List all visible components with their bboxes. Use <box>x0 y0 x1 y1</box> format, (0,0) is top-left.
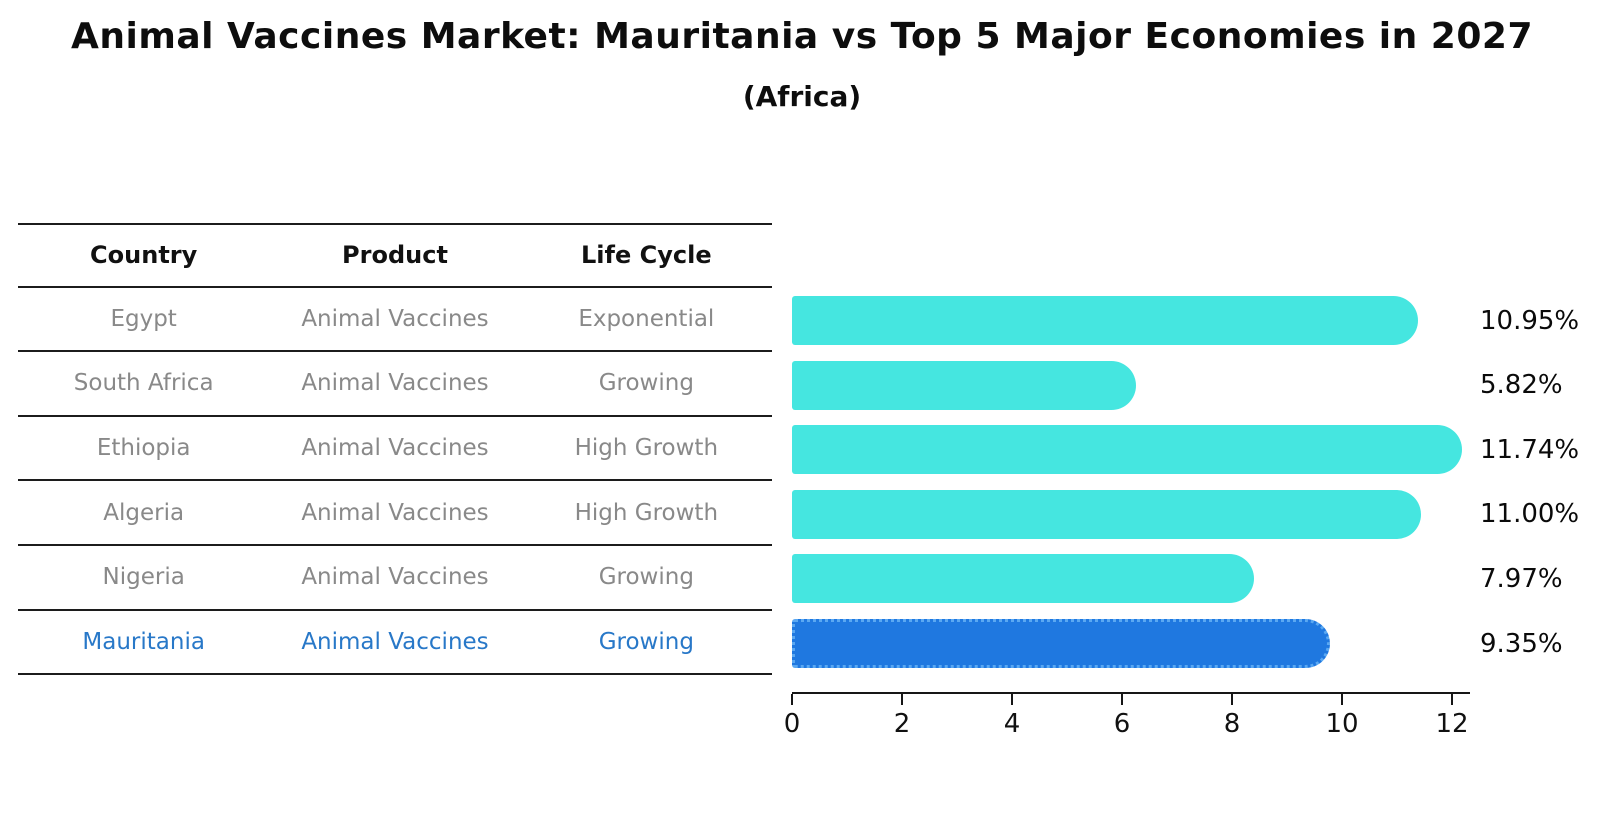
value-label-ethiopia: 11.74% <box>1480 434 1580 465</box>
x-tick-label: 4 <box>1003 709 1021 739</box>
cell-life-cycle: Growing <box>598 628 694 655</box>
table-row-algeria: Algeria Animal Vaccines High Growth <box>18 481 772 546</box>
x-tick-label: 0 <box>783 709 801 739</box>
x-axis-line <box>792 692 1470 694</box>
table-row-nigeria: Nigeria Animal Vaccines Growing <box>18 546 772 611</box>
bar-ethiopia <box>792 425 1462 475</box>
x-axis-tick <box>791 694 793 705</box>
bar-row-south-africa <box>792 360 1470 410</box>
cell-country: Nigeria <box>102 564 185 591</box>
table-row-ethiopia: Ethiopia Animal Vaccines High Growth <box>18 417 772 482</box>
cell-product: Animal Vaccines <box>301 564 489 591</box>
chart-subtitle: (Africa) <box>742 80 862 113</box>
bar-mauritania <box>792 619 1331 668</box>
table-row-egypt: Egypt Animal Vaccines Exponential <box>18 288 772 353</box>
x-tick-label: 8 <box>1223 709 1241 739</box>
x-axis-tick <box>1011 694 1013 705</box>
cell-life-cycle: Growing <box>598 370 694 397</box>
bar-nigeria <box>792 554 1255 604</box>
data-table: Country Product Life Cycle Egypt Animal … <box>18 223 772 676</box>
cell-country: Mauritania <box>82 628 205 655</box>
bar-algeria <box>792 489 1421 539</box>
value-label-algeria: 11.00% <box>1480 499 1580 530</box>
cell-country: Ethiopia <box>96 435 191 462</box>
cell-life-cycle: Exponential <box>578 305 715 332</box>
cell-product: Animal Vaccines <box>301 305 489 332</box>
table-row-south-africa: South Africa Animal Vaccines Growing <box>18 352 772 417</box>
x-axis-tick <box>901 694 903 705</box>
x-axis-tick <box>1231 694 1233 705</box>
value-label-south-africa: 5.82% <box>1480 370 1563 401</box>
cell-life-cycle: Growing <box>598 564 694 591</box>
cell-life-cycle: High Growth <box>574 435 719 462</box>
x-tick-label: 2 <box>893 709 911 739</box>
bar-row-algeria <box>792 489 1470 539</box>
value-label-nigeria: 7.97% <box>1480 563 1563 594</box>
x-axis-tick <box>1121 694 1123 705</box>
column-header-life-cycle: Life Cycle <box>581 241 712 270</box>
bar-egypt <box>792 296 1419 345</box>
cell-product: Animal Vaccines <box>301 499 489 526</box>
cell-country: South Africa <box>73 370 214 397</box>
cell-product: Animal Vaccines <box>301 435 489 462</box>
cell-country: Egypt <box>110 305 177 332</box>
cell-product: Animal Vaccines <box>301 370 489 397</box>
chart-title: Animal Vaccines Market: Mauritania vs To… <box>70 16 1533 57</box>
bar-south-africa <box>792 360 1137 410</box>
x-tick-label: 6 <box>1113 709 1131 739</box>
column-header-product: Product <box>342 241 448 270</box>
bar-row-nigeria <box>792 554 1470 604</box>
x-tick-label: 10 <box>1325 709 1359 739</box>
value-label-mauritania: 9.35% <box>1480 628 1563 659</box>
x-axis-tick <box>1341 694 1343 705</box>
cell-life-cycle: High Growth <box>574 499 719 526</box>
column-header-country: Country <box>90 241 198 270</box>
bar-row-egypt <box>792 296 1470 345</box>
value-label-egypt: 10.95% <box>1480 305 1580 336</box>
table-row-mauritania: Mauritania Animal Vaccines Growing <box>18 611 772 676</box>
bar-row-ethiopia <box>792 425 1470 475</box>
table-header-row: Country Product Life Cycle <box>18 223 772 288</box>
cell-product: Animal Vaccines <box>301 628 489 655</box>
cell-country: Algeria <box>103 499 185 526</box>
x-tick-label: 12 <box>1435 709 1469 739</box>
bar-row-mauritania <box>792 619 1470 668</box>
x-axis-tick <box>1451 694 1453 705</box>
